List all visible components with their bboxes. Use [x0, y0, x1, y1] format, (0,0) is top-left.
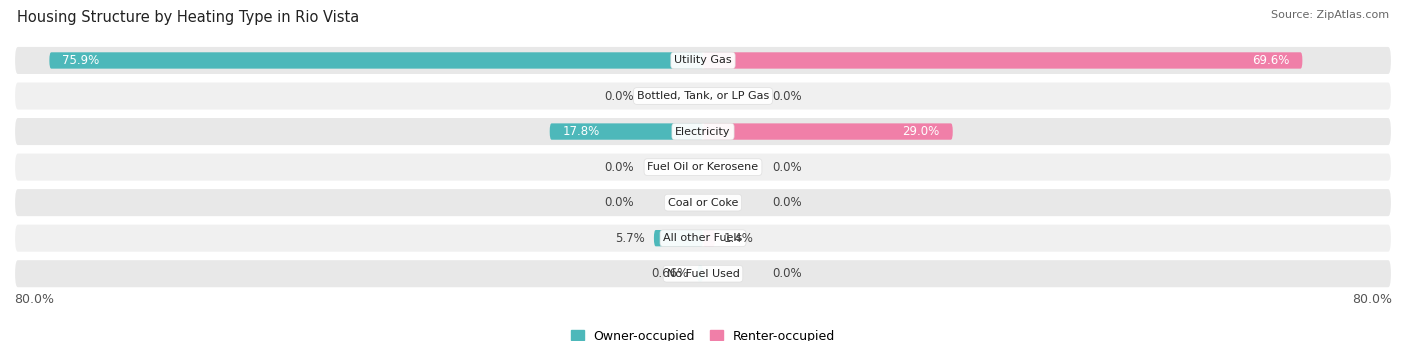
FancyBboxPatch shape: [703, 230, 716, 246]
Text: 80.0%: 80.0%: [1353, 293, 1392, 306]
Text: 5.7%: 5.7%: [616, 232, 645, 245]
FancyBboxPatch shape: [14, 117, 1392, 146]
Text: 0.0%: 0.0%: [605, 161, 634, 174]
Legend: Owner-occupied, Renter-occupied: Owner-occupied, Renter-occupied: [571, 329, 835, 341]
Text: 0.0%: 0.0%: [772, 161, 801, 174]
Text: 29.0%: 29.0%: [903, 125, 939, 138]
Text: 17.8%: 17.8%: [562, 125, 600, 138]
Text: All other Fuels: All other Fuels: [664, 233, 742, 243]
FancyBboxPatch shape: [14, 46, 1392, 75]
FancyBboxPatch shape: [703, 123, 953, 140]
Text: Electricity: Electricity: [675, 127, 731, 136]
Text: Utility Gas: Utility Gas: [675, 56, 731, 65]
Text: 1.4%: 1.4%: [724, 232, 754, 245]
FancyBboxPatch shape: [654, 230, 703, 246]
Text: Source: ZipAtlas.com: Source: ZipAtlas.com: [1271, 10, 1389, 20]
Text: 0.0%: 0.0%: [772, 267, 801, 280]
Text: 80.0%: 80.0%: [14, 293, 53, 306]
FancyBboxPatch shape: [49, 52, 703, 69]
Text: Bottled, Tank, or LP Gas: Bottled, Tank, or LP Gas: [637, 91, 769, 101]
FancyBboxPatch shape: [697, 266, 703, 282]
Text: 75.9%: 75.9%: [62, 54, 100, 67]
FancyBboxPatch shape: [14, 152, 1392, 182]
Text: Fuel Oil or Kerosene: Fuel Oil or Kerosene: [647, 162, 759, 172]
Text: Coal or Coke: Coal or Coke: [668, 198, 738, 208]
Text: 0.0%: 0.0%: [605, 89, 634, 103]
FancyBboxPatch shape: [703, 52, 1302, 69]
FancyBboxPatch shape: [14, 224, 1392, 253]
Text: No Fuel Used: No Fuel Used: [666, 269, 740, 279]
Text: 0.0%: 0.0%: [772, 196, 801, 209]
FancyBboxPatch shape: [550, 123, 703, 140]
FancyBboxPatch shape: [14, 81, 1392, 110]
Text: 69.6%: 69.6%: [1253, 54, 1289, 67]
Text: Housing Structure by Heating Type in Rio Vista: Housing Structure by Heating Type in Rio…: [17, 10, 359, 25]
Text: 0.66%: 0.66%: [651, 267, 689, 280]
Text: 0.0%: 0.0%: [772, 89, 801, 103]
Text: 0.0%: 0.0%: [605, 196, 634, 209]
FancyBboxPatch shape: [14, 188, 1392, 217]
FancyBboxPatch shape: [14, 259, 1392, 288]
